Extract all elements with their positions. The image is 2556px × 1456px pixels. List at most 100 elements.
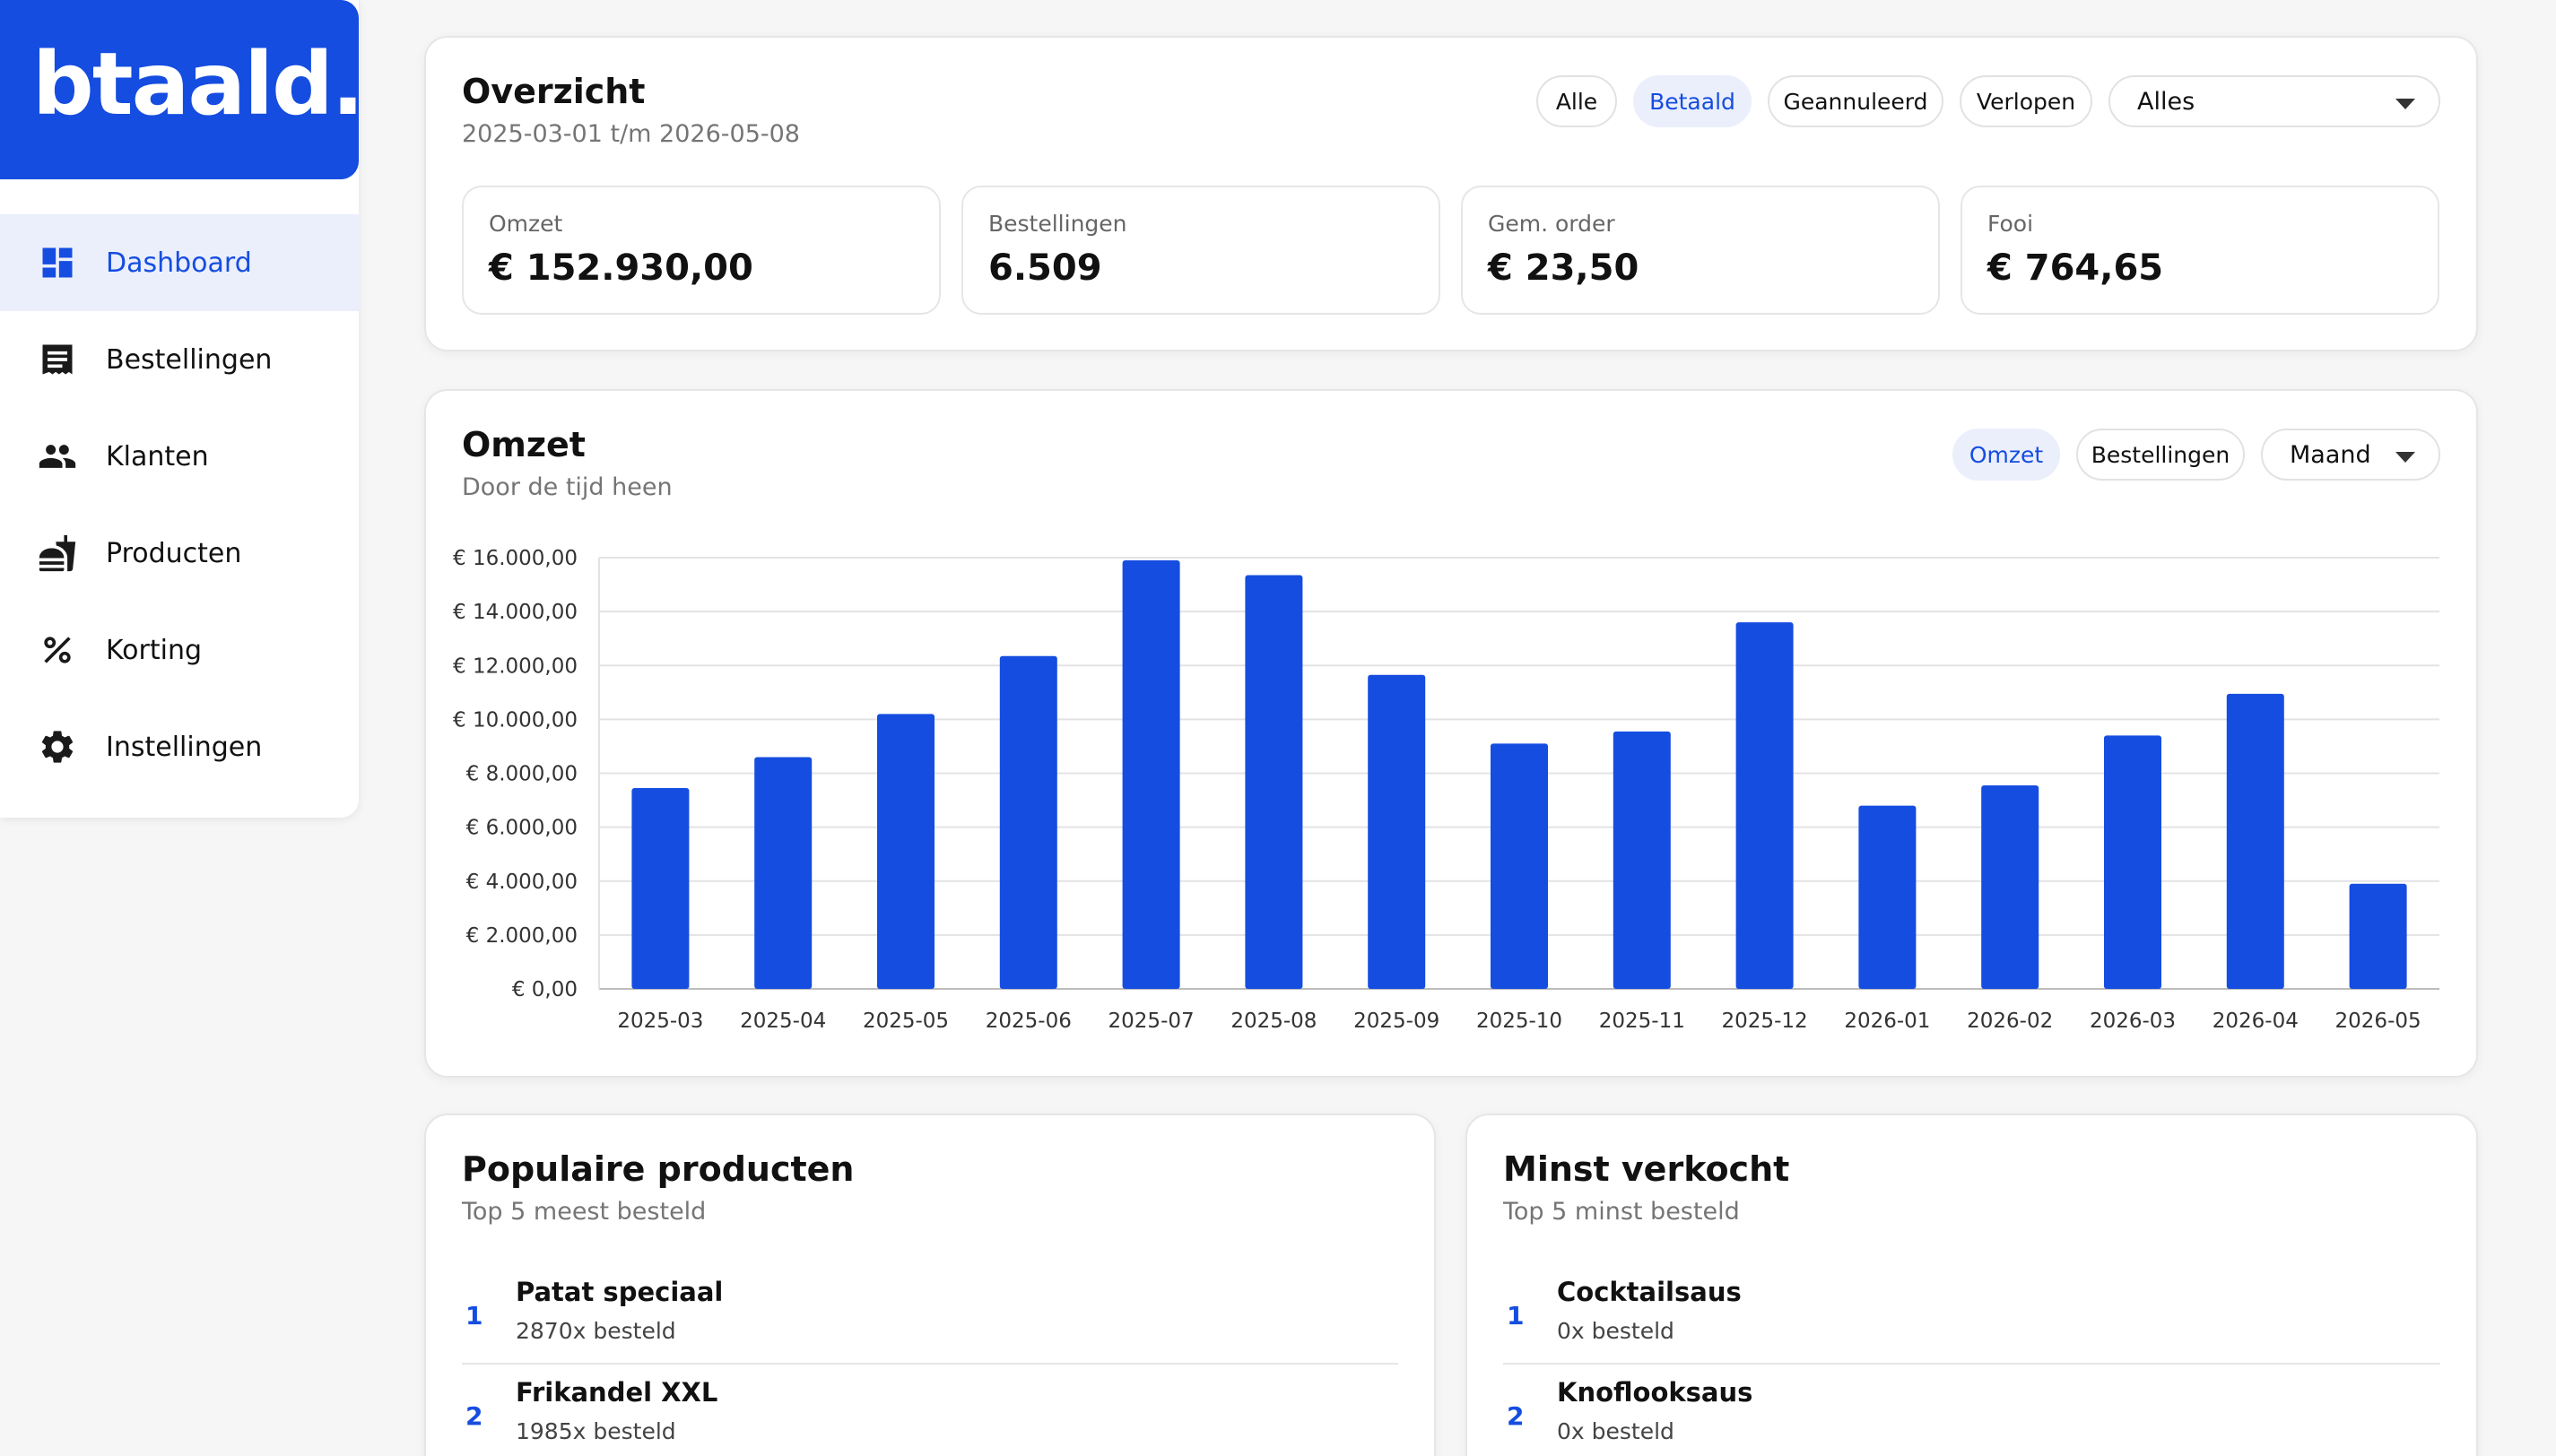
bar-2025-11[interactable]: [1613, 731, 1671, 989]
sidebar-item-korting[interactable]: Korting: [0, 602, 359, 698]
sidebar-item-label: Korting: [106, 634, 203, 666]
chevron-down-icon: [2395, 452, 2415, 463]
y-tick-label: € 10.000,00: [453, 708, 578, 732]
sidebar-item-klanten[interactable]: Klanten: [0, 408, 359, 505]
bar-2025-05[interactable]: [877, 714, 935, 989]
list-item[interactable]: 1 Cocktailsaus 0x besteld: [1467, 1277, 2476, 1377]
sidebar-item-bestellingen[interactable]: Bestellingen: [0, 311, 359, 408]
product-name: Frikandel XXL: [516, 1377, 718, 1408]
y-tick-label: € 16.000,00: [453, 547, 578, 570]
bar-2025-09[interactable]: [1368, 674, 1426, 989]
y-tick-label: € 6.000,00: [466, 817, 578, 840]
x-tick-label: 2025-04: [740, 1010, 826, 1033]
revenue-subtitle: Door de tijd heen: [462, 473, 673, 501]
overview-card: Overzicht 2025-03-01 t/m 2026-05-08 Alle…: [424, 36, 2478, 351]
popular-title: Populaire producten: [462, 1149, 855, 1189]
kpi-label: Fooi: [1987, 211, 2034, 237]
kpi-revenue: Omzet € 152.930,00: [462, 186, 941, 315]
fastfood-icon: [39, 534, 76, 572]
y-tick-label: € 2.000,00: [466, 924, 578, 948]
rank-number: 2: [465, 1401, 483, 1431]
x-tick-label: 2025-12: [1722, 1010, 1808, 1033]
popular-products-card: Populaire producten Top 5 meest besteld …: [424, 1114, 1436, 1456]
x-tick-label: 2025-07: [1108, 1010, 1195, 1033]
kpi-value: 6.509: [988, 247, 1102, 289]
bar-2026-03[interactable]: [2104, 735, 2161, 989]
kpi-label: Gem. order: [1488, 211, 1615, 237]
product-count: 2870x besteld: [516, 1318, 676, 1344]
y-tick-label: € 4.000,00: [466, 871, 578, 894]
least-subtitle: Top 5 minst besteld: [1503, 1198, 1740, 1226]
product-name: Knoflooksaus: [1557, 1377, 1753, 1408]
filter-all[interactable]: Alle: [1536, 75, 1617, 127]
receipt-icon: [42, 344, 73, 375]
x-tick-label: 2025-09: [1353, 1010, 1439, 1033]
x-tick-label: 2026-01: [1844, 1010, 1930, 1033]
sidebar-item-producten[interactable]: Producten: [0, 505, 359, 602]
kpi-value: € 764,65: [1987, 247, 2164, 289]
period-select[interactable]: Maand: [2261, 429, 2440, 481]
filter-cancelled[interactable]: Geannuleerd: [1768, 75, 1943, 127]
filter-expired[interactable]: Verlopen: [1960, 75, 2092, 127]
bar-2025-06[interactable]: [999, 655, 1057, 989]
bar-2026-05[interactable]: [2349, 883, 2407, 989]
revenue-bar-chart: € 0,00 € 2.000,00 € 4.000,00 € 6.000,00 € 8.…: [453, 547, 2439, 1033]
sidebar-item-label: Bestellingen: [106, 343, 273, 376]
rank-number: 1: [1507, 1301, 1525, 1330]
y-tick-label: € 8.000,00: [466, 763, 578, 786]
revenue-title: Omzet: [462, 425, 586, 464]
x-tick-label: 2025-03: [617, 1010, 703, 1033]
product-count: 1985x besteld: [516, 1418, 676, 1444]
status-select[interactable]: Alles: [2108, 75, 2440, 127]
sidebar-nav: Dashboard Bestellingen Klanten Producten…: [0, 214, 359, 795]
x-tick-label: 2025-08: [1230, 1010, 1317, 1033]
x-tick-label: 2026-02: [1967, 1010, 2053, 1033]
people-icon: [39, 445, 76, 468]
sidebar-item-dashboard[interactable]: Dashboard: [0, 214, 359, 311]
status-select-value: Alles: [2137, 87, 2195, 116]
kpi-tips: Fooi € 764,65: [1960, 186, 2439, 315]
list-item[interactable]: 1 Patat speciaal 2870x besteld: [426, 1277, 1434, 1377]
bar-2025-12[interactable]: [1735, 622, 1794, 989]
product-count: 0x besteld: [1557, 1418, 1674, 1444]
popular-subtitle: Top 5 meest besteld: [462, 1198, 707, 1226]
kpi-average-order: Gem. order € 23,50: [1461, 186, 1940, 315]
x-tick-label: 2026-05: [2335, 1010, 2421, 1033]
divider: [462, 1363, 1398, 1365]
toggle-orders[interactable]: Bestellingen: [2076, 429, 2245, 481]
x-tick-label: 2025-05: [863, 1010, 949, 1033]
list-item[interactable]: 2 Knoflooksaus 0x besteld: [1467, 1377, 2476, 1456]
sidebar-item-label: Dashboard: [106, 247, 252, 279]
bar-2025-03[interactable]: [631, 788, 690, 989]
list-item[interactable]: 2 Frikandel XXL 1985x besteld: [426, 1377, 1434, 1456]
x-tick-label: 2025-10: [1476, 1010, 1562, 1033]
toggle-revenue[interactable]: Omzet: [1952, 429, 2060, 481]
sidebar-item-label: Producten: [106, 537, 242, 569]
filter-paid[interactable]: Betaald: [1633, 75, 1752, 127]
rank-number: 2: [1507, 1401, 1525, 1431]
bar-2025-08[interactable]: [1245, 575, 1303, 989]
overview-title: Overzicht: [462, 72, 646, 111]
bar-2025-10[interactable]: [1491, 743, 1548, 989]
bar-2026-02[interactable]: [1981, 785, 2039, 989]
kpi-value: € 152.930,00: [489, 247, 753, 289]
bar-2025-07[interactable]: [1122, 560, 1180, 989]
revenue-card: Omzet Door de tijd heen Omzet Bestelling…: [424, 389, 2478, 1078]
y-tick-label: € 14.000,00: [453, 601, 578, 624]
rank-number: 1: [465, 1301, 483, 1330]
kpi-orders: Bestellingen 6.509: [961, 186, 1440, 315]
sidebar-item-instellingen[interactable]: Instellingen: [0, 698, 359, 795]
x-tick-label: 2026-04: [2213, 1010, 2299, 1033]
product-name: Patat speciaal: [516, 1277, 724, 1307]
overview-date-range: 2025-03-01 t/m 2026-05-08: [462, 120, 800, 148]
brand-logo[interactable]: btaald.: [0, 0, 364, 179]
least-sold-card: Minst verkocht Top 5 minst besteld 1 Coc…: [1465, 1114, 2478, 1456]
product-name: Cocktailsaus: [1557, 1277, 1742, 1307]
x-tick-label: 2026-03: [2090, 1010, 2176, 1033]
divider: [1503, 1363, 2440, 1365]
bar-2026-01[interactable]: [1858, 805, 1917, 989]
dashboard-icon: [42, 247, 73, 278]
bar-2025-04[interactable]: [754, 757, 813, 989]
least-title: Minst verkocht: [1503, 1149, 1790, 1189]
bar-2026-04[interactable]: [2226, 693, 2284, 989]
